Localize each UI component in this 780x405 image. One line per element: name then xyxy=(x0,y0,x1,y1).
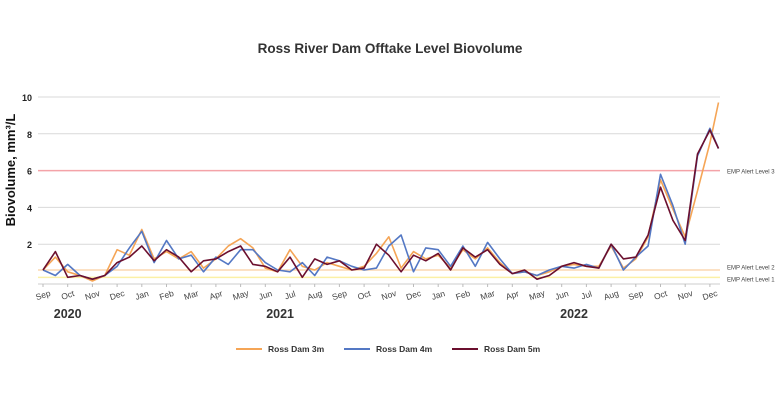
alert-level-label: EMP Alert Level 1 xyxy=(727,277,775,283)
x-tick-label: Dec xyxy=(405,288,423,302)
x-tick-label: Oct xyxy=(60,288,76,302)
year-label: 2020 xyxy=(54,307,82,321)
series-line-ross-dam-3m xyxy=(42,102,720,282)
y-tick-label: 6 xyxy=(27,167,32,177)
x-tick-label: Aug xyxy=(602,288,620,302)
x-tick-label: Jun xyxy=(257,288,273,302)
x-tick-label: Oct xyxy=(653,288,669,302)
y-tick-label: 2 xyxy=(27,240,32,250)
alert-level-label: EMP Alert Level 2 xyxy=(727,265,775,271)
x-tick-label: Sep xyxy=(627,288,645,302)
x-tick-label: Jul xyxy=(580,289,594,302)
legend-label: Ross Dam 4m xyxy=(376,344,433,354)
series-line-ross-dam-5m xyxy=(42,129,720,281)
x-tick-label: Oct xyxy=(356,288,372,302)
year-label: 2022 xyxy=(560,307,588,321)
chart-title: Ross River Dam Offtake Level Biovolume xyxy=(258,41,523,56)
y-tick-label: 8 xyxy=(27,130,32,140)
x-tick-label: Apr xyxy=(504,288,520,302)
x-tick-label: Dec xyxy=(108,288,126,302)
x-tick-label: May xyxy=(231,288,250,303)
x-tick-label: Jan xyxy=(430,288,446,302)
x-tick-label: Mar xyxy=(479,288,496,302)
x-tick-label: Dec xyxy=(701,288,719,302)
x-tick-label: Feb xyxy=(454,288,471,302)
x-tick-label: Nov xyxy=(380,288,398,302)
x-tick-label: Nov xyxy=(676,288,694,302)
x-tick-label: Mar xyxy=(183,288,200,302)
x-tick-label: Apr xyxy=(208,288,224,302)
alert-level-label: EMP Alert Level 3 xyxy=(727,170,775,176)
legend-label: Ross Dam 3m xyxy=(268,344,325,354)
series-line-ross-dam-4m xyxy=(42,127,720,281)
x-tick-label: Sep xyxy=(34,288,52,302)
y-axis-label: Biovolume, mm³/L xyxy=(3,114,18,227)
x-tick-label: Aug xyxy=(306,288,324,302)
x-tick-label: Jun xyxy=(554,288,570,302)
y-tick-label: 10 xyxy=(22,93,32,103)
x-tick-label: Jul xyxy=(283,289,297,302)
x-tick-label: Nov xyxy=(84,288,102,302)
y-tick-label: 4 xyxy=(27,203,32,213)
legend-label: Ross Dam 5m xyxy=(484,344,541,354)
x-tick-label: Sep xyxy=(331,288,349,302)
x-tick-label: Feb xyxy=(158,288,175,302)
x-tick-label: Jan xyxy=(134,288,150,302)
year-label: 2021 xyxy=(266,307,294,321)
x-tick-label: May xyxy=(528,288,547,303)
